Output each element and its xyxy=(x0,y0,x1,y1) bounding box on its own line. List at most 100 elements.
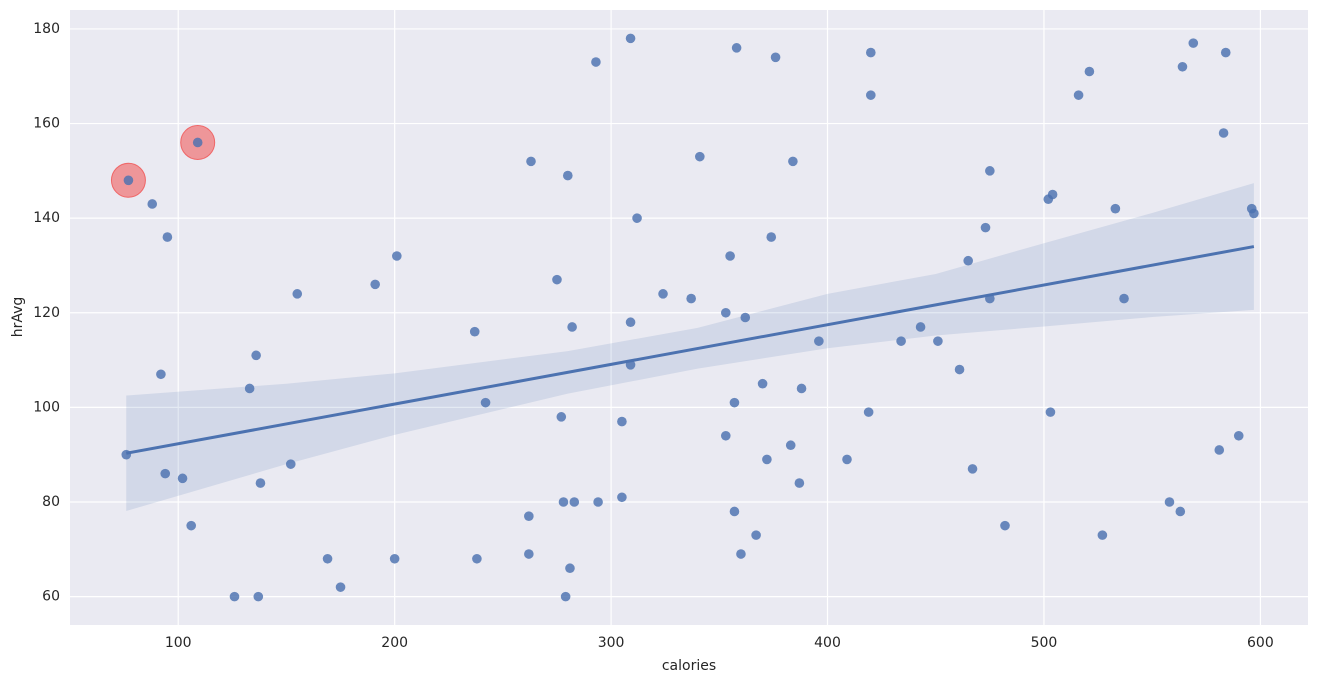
scatter-point xyxy=(1119,293,1129,304)
scatter-point xyxy=(255,478,266,488)
scatter-point xyxy=(1073,90,1084,100)
scatter-point xyxy=(192,137,203,148)
x-tick-label: 400 xyxy=(814,635,841,651)
scatter-point xyxy=(322,553,333,564)
scatter-point xyxy=(785,440,796,451)
scatter-point xyxy=(370,279,380,290)
x-tick-label: 200 xyxy=(381,635,408,651)
scatter-point xyxy=(762,454,772,465)
scatter-point xyxy=(552,274,562,285)
scatter-point xyxy=(625,317,636,328)
scatter-point xyxy=(593,497,603,507)
scatter-point xyxy=(558,497,569,507)
scatter-point xyxy=(766,232,777,242)
y-tick-label: 180 xyxy=(33,21,60,37)
scatter-point xyxy=(720,307,731,318)
scatter-point xyxy=(1000,520,1010,531)
scatter-point xyxy=(695,151,705,162)
scatter-point xyxy=(177,473,188,484)
scatter-point xyxy=(863,407,874,417)
scatter-point xyxy=(915,322,926,332)
scatter-point xyxy=(480,397,491,408)
scatter-point xyxy=(392,251,402,261)
scatter-point xyxy=(186,520,197,531)
y-tick-label: 80 xyxy=(42,494,60,510)
scatter-point xyxy=(632,213,642,223)
scatter-point xyxy=(1097,530,1108,540)
x-tick-label: 100 xyxy=(165,635,192,651)
scatter-point xyxy=(686,293,696,304)
x-axis-label: calories xyxy=(662,658,716,674)
scatter-point xyxy=(472,553,482,564)
scatter-point xyxy=(1084,66,1095,77)
scatter-point xyxy=(292,289,303,299)
scatter-point xyxy=(967,464,978,474)
scatter-point xyxy=(736,549,746,559)
scatter-point xyxy=(562,170,573,181)
scatter-point xyxy=(285,459,296,469)
scatter-point xyxy=(725,251,735,261)
plot-area xyxy=(70,10,1308,625)
scatter-point xyxy=(253,591,264,602)
scatter-point xyxy=(469,326,480,337)
scatter-point xyxy=(842,454,852,465)
scatter-point xyxy=(1177,61,1188,72)
scatter-point xyxy=(896,336,906,346)
scatter-point xyxy=(147,199,158,209)
scatter-point xyxy=(866,47,876,58)
scatter-point xyxy=(556,412,567,422)
scatter-point xyxy=(814,336,824,346)
scatter-point xyxy=(794,478,805,488)
scatter-point xyxy=(751,530,761,540)
scatter-point xyxy=(980,222,991,233)
y-tick-label: 120 xyxy=(33,305,60,321)
scatter-point xyxy=(156,369,166,380)
scatter-point xyxy=(524,511,534,521)
scatter-point xyxy=(720,430,731,441)
scatter-point xyxy=(1175,506,1186,517)
scatter-point xyxy=(251,350,261,361)
scatter-point xyxy=(740,312,751,323)
scatter-point xyxy=(1214,445,1225,455)
scatter-point xyxy=(788,156,798,167)
scatter-point xyxy=(123,175,134,186)
scatter-point xyxy=(526,156,536,167)
scatter-point xyxy=(757,378,768,389)
y-tick-label: 140 xyxy=(33,210,60,226)
scatter-point xyxy=(985,166,995,176)
y-tick-label: 160 xyxy=(33,116,60,132)
scatter-point xyxy=(1249,208,1259,219)
scatter-point xyxy=(1164,497,1175,507)
y-axis-label: hrAvg xyxy=(10,297,26,338)
scatter-point xyxy=(560,591,571,602)
scatter-point xyxy=(866,90,876,100)
scatter-point xyxy=(335,582,346,592)
x-tick-label: 600 xyxy=(1247,635,1274,651)
scatter-point xyxy=(229,591,240,602)
y-tick-label: 100 xyxy=(33,399,60,415)
x-tick-label: 500 xyxy=(1031,635,1058,651)
scatter-point xyxy=(591,57,601,67)
y-tick-label: 60 xyxy=(42,589,60,605)
scatter-point xyxy=(1218,128,1229,138)
scatter-point xyxy=(565,563,575,574)
regression-line xyxy=(126,245,1255,455)
scatter-point xyxy=(1188,38,1199,48)
scatter-point xyxy=(524,549,534,559)
scatter-point xyxy=(617,492,627,503)
scatter-point xyxy=(1110,203,1121,214)
scatter-point xyxy=(963,255,973,266)
scatter-point xyxy=(1047,189,1058,200)
scatter-point xyxy=(1045,407,1056,417)
scatter-point xyxy=(160,468,171,479)
scatter-point xyxy=(162,232,173,242)
scatter-point xyxy=(567,322,577,332)
scatter-point xyxy=(933,336,943,346)
scatter-point xyxy=(729,506,740,517)
scatter-point xyxy=(1233,430,1244,441)
scatter-point xyxy=(796,383,807,394)
scatter-point xyxy=(1220,47,1231,58)
scatter-point xyxy=(954,364,965,375)
